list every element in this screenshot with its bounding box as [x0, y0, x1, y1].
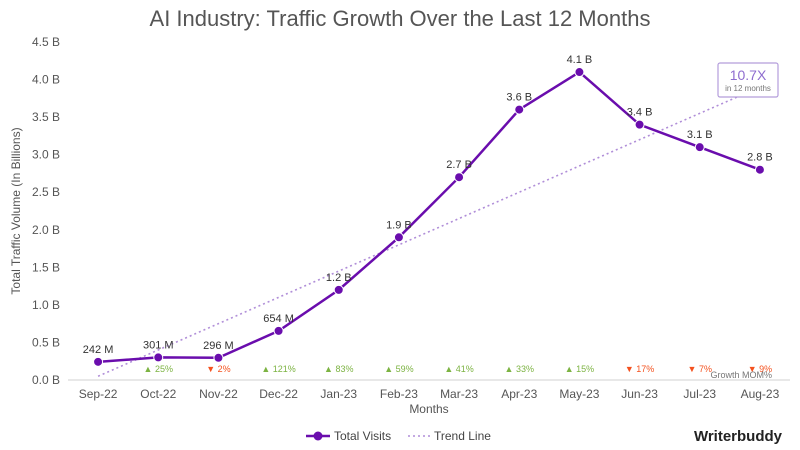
data-label: 4.1 B [567, 54, 593, 66]
data-point [454, 172, 465, 183]
y-tick-label: 0.5 B [32, 335, 60, 349]
trend-line [97, 86, 761, 377]
data-labels: 242 M 301 M 296 M 654 M 1.2 B 1.9 B 2.7 B 3.6 B… [83, 54, 773, 356]
growth-callout: 10.7X in 12 months [717, 62, 779, 98]
legend-marker-total-visits [313, 431, 323, 441]
growth-mom-label: ▲ 25% [144, 364, 173, 374]
data-point [694, 142, 705, 153]
data-label: 3.1 B [687, 129, 713, 141]
callout-value: 10.7X [730, 67, 767, 83]
data-point [153, 352, 164, 363]
x-tick-label: Mar-23 [440, 387, 478, 401]
growth-mom-title: Growth MOM% [710, 370, 772, 380]
x-tick-label: Dec-22 [259, 387, 298, 401]
x-tick-label: May-23 [559, 387, 599, 401]
data-label: 2.7 B [446, 159, 472, 171]
growth-mom-label: ▲ 33% [505, 364, 534, 374]
x-tick-label: Feb-23 [380, 387, 418, 401]
legend-label-total-visits: Total Visits [334, 429, 391, 443]
data-label: 1.9 B [386, 219, 412, 231]
x-tick-label: Nov-22 [199, 387, 238, 401]
legend: Total Visits Trend Line [306, 429, 491, 443]
data-points [93, 67, 765, 367]
y-tick-label: 2.5 B [32, 185, 60, 199]
y-tick-label: 3.0 B [32, 148, 60, 162]
y-tick-label: 4.0 B [32, 73, 60, 87]
x-tick-label: Apr-23 [501, 387, 537, 401]
x-tick-label: Jun-23 [621, 387, 658, 401]
x-tick-label: Jan-23 [320, 387, 357, 401]
growth-mom-label: ▼ 17% [625, 364, 654, 374]
growth-mom-label: ▲ 83% [324, 364, 353, 374]
series-line-total-visits [97, 70, 761, 364]
data-label: 242 M [83, 344, 114, 356]
data-point [754, 164, 765, 175]
data-label: 1.2 B [326, 272, 352, 284]
y-tick-label: 2.0 B [32, 223, 60, 237]
growth-mom-label: ▲ 15% [565, 364, 594, 374]
callout-box [717, 62, 779, 98]
y-tick-label: 0.0 B [32, 373, 60, 387]
y-tick-label: 1.5 B [32, 260, 60, 274]
data-point [273, 325, 284, 336]
data-label: 654 M [263, 313, 294, 325]
growth-mom-label: ▲ 121% [261, 364, 295, 374]
growth-mom-label: ▼ 9% [748, 364, 772, 374]
data-label: 3.6 B [506, 92, 532, 104]
data-label: 3.4 B [627, 107, 653, 119]
data-point [333, 284, 344, 295]
callout-subtext: in 12 months [725, 84, 771, 93]
growth-mom-label: ▲ 59% [384, 364, 413, 374]
data-point [213, 352, 224, 363]
x-axis: Sep-22 Oct-22 Nov-22 Dec-22 Jan-23 Feb-23 Mar-… [79, 387, 780, 401]
x-tick-label: Sep-22 [79, 387, 118, 401]
chart-title: AI Industry: Traffic Growth Over the Las… [149, 6, 651, 31]
growth-mom-label: ▲ 41% [444, 364, 473, 374]
legend-label-trend-line: Trend Line [434, 429, 491, 443]
y-tick-label: 4.5 B [32, 35, 60, 49]
y-axis-title: Total Traffic Volume (In Billions) [9, 127, 23, 294]
data-point [514, 104, 525, 115]
data-point [93, 356, 104, 367]
x-tick-label: Oct-22 [140, 387, 176, 401]
growth-mom-label: ▼ 7% [688, 364, 712, 374]
x-tick-label: Jul-23 [683, 387, 716, 401]
data-point [574, 67, 585, 78]
data-point [634, 119, 645, 130]
y-axis: 0.0 B 0.5 B 1.0 B 1.5 B 2.0 B 2.5 B 3.0 B 3.5 B… [32, 35, 60, 387]
y-tick-label: 3.5 B [32, 110, 60, 124]
growth-mom-label: ▼ 2% [206, 364, 230, 374]
brand-logo: Writerbuddy [693, 428, 782, 445]
data-point [393, 232, 404, 243]
x-axis-title: Months [409, 402, 448, 416]
data-label: 2.8 B [747, 152, 773, 164]
data-label: 301 M [143, 339, 174, 351]
x-tick-label: Aug-23 [741, 387, 780, 401]
growth-mom-labels: ▲ 25% ▼ 2% ▲ 121% ▲ 83% ▲ 59% ▲ 41% ▲ 33% ▲ 15%… [144, 364, 773, 374]
data-label: 296 M [203, 340, 234, 352]
y-tick-label: 1.0 B [32, 298, 60, 312]
